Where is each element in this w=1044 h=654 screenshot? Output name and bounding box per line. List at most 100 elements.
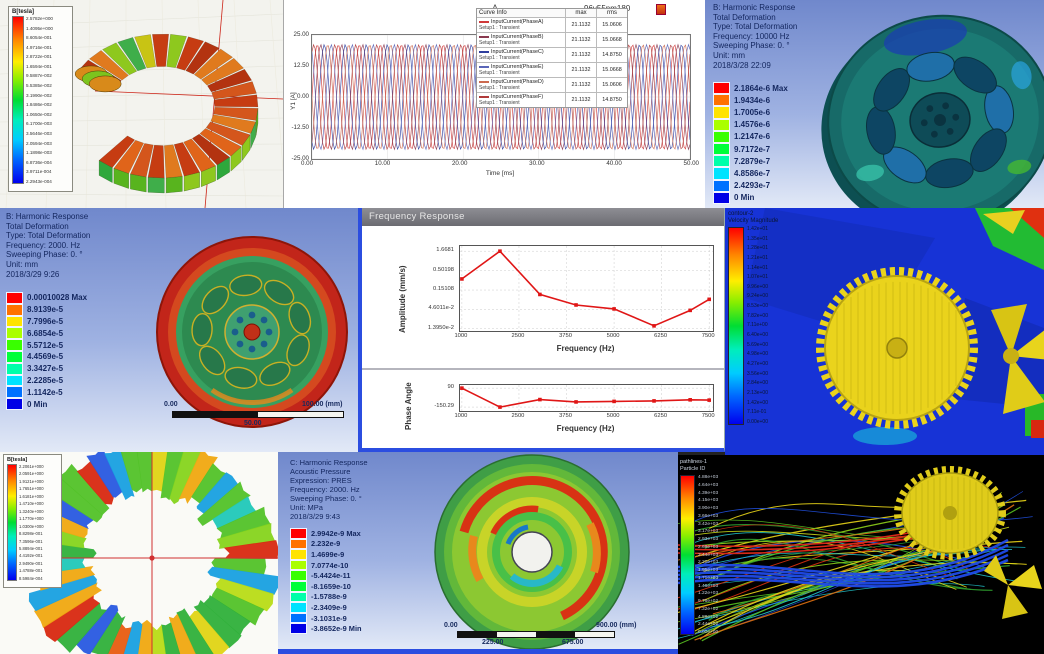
legend-value: 2.9490e-001 [19, 560, 43, 566]
curve-label-cell: InputCurrent(PhaseB) Setup1 : Transient [477, 33, 565, 47]
phase-plot-area[interactable] [459, 384, 714, 412]
flywheel-3d-view[interactable] [705, 0, 1044, 208]
deformation-legend: 0.00010028 Max 8.9139e-5 7.7996e-5 6.685… [6, 292, 87, 410]
y-tick: 90 [447, 384, 454, 391]
window-titlebar[interactable]: Frequency Response [362, 208, 724, 226]
legend-value: 1.46e+03 [698, 583, 719, 589]
legend-value: 3.17e+03 [698, 529, 719, 535]
legend-value: 2.84e+00 [747, 380, 768, 387]
legend-value: 2.69e+03 [698, 544, 719, 550]
curve-label: InputCurrent(PhaseF) [491, 94, 544, 100]
legend-value: 8.8298e-001 [19, 531, 43, 537]
curve-rms: 14.8750 [596, 93, 627, 107]
legend-value: 7.7996e-5 [27, 316, 64, 326]
acoustic-disk-view[interactable] [278, 452, 678, 649]
legend-value: 1.95e+03 [698, 568, 719, 573]
legend-band [6, 292, 23, 304]
curve-color-swatch [479, 95, 489, 98]
legend-value: 0 Min [734, 193, 755, 203]
legend-value: 5.8894e-001 [19, 545, 43, 551]
flywheel-front-3d-view[interactable] [0, 208, 358, 452]
amplitude-x-ticks: 1000 2500 3750 5000 6250 7500 [454, 333, 714, 342]
legend-band [290, 528, 307, 539]
legend-value: 4.88e+03 [698, 475, 719, 480]
x-tick: 5000 [606, 333, 620, 339]
legend-value: 4.64e+03 [698, 482, 719, 488]
info-line: Sweeping Phase: 0. ° [6, 250, 83, 260]
legend-value: 7.82e+00 [747, 312, 768, 319]
legend-value: 5.5712e-5 [27, 340, 64, 350]
legend-value: 1.4699e-9 [311, 549, 345, 559]
legend-value: 1.71e+03 [698, 575, 719, 581]
table-row: InputCurrent(PhaseA) Setup1 : Transient … [477, 17, 627, 32]
legend-value: -5.4424e-11 [311, 571, 351, 581]
legend-value: 9.76e+02 [698, 599, 719, 604]
legend-value: -8.1659e-10 [311, 581, 351, 591]
legend-value: 1.07e+01 [747, 274, 768, 281]
legend-values: 1.42e+01 1.35e+01 1.28e+01 1.21e+01 1.14e+01… [747, 227, 768, 425]
legend-value: -1.5788e-9 [311, 592, 347, 602]
curve-label-cell: InputCurrent(PhaseF) Setup1 : Transient [477, 93, 565, 107]
table-body: InputCurrent(PhaseA) Setup1 : Transient … [477, 17, 627, 107]
curve-rms: 15.0668 [596, 63, 627, 77]
x-tick: 1000 [454, 413, 468, 419]
legend-band [290, 580, 307, 592]
legend-value: 4.15e+03 [698, 498, 719, 504]
color-scale-bar [680, 475, 695, 635]
legend-value: 1.7005e-6 [734, 107, 771, 117]
legend-value: 1.7651e+000 [19, 486, 44, 492]
legend-row: 8.9139e-5 [6, 303, 87, 316]
legend-band [6, 398, 23, 410]
legend-row: 1.4699e-9 [290, 549, 362, 560]
curve-label-cell: InputCurrent(PhaseA) Setup1 : Transient [477, 18, 565, 32]
streamlines-view[interactable] [678, 455, 1044, 654]
harmonic-response-10000-viewport[interactable]: B: Harmonic Response Total Deformation Typ… [705, 0, 1044, 208]
legend-band [290, 559, 307, 571]
velocity-contour-view[interactable] [725, 208, 1044, 455]
legend-value: 4.4192e-001 [19, 553, 43, 559]
legend-row: 0 Min [6, 398, 87, 410]
legend-value: 1.6594e-001 [26, 63, 52, 69]
pathlines-viewport[interactable]: pathlines-1 Particle ID 4.88e+03 4.64e+03… [678, 455, 1044, 654]
cfd-contour-viewport[interactable]: contour-2 Velocity Magnitude 1.42e+01 1.3… [725, 208, 1044, 455]
legend-value: 1.22e+03 [698, 591, 719, 597]
frequency-axis-label-top: Frequency (Hz) [556, 344, 615, 353]
legend-band [713, 142, 730, 156]
motor-segment-3d-view[interactable] [0, 0, 283, 208]
legend-value: 4.27e+00 [747, 360, 768, 367]
legend-value: 2.5782e+000 [26, 16, 53, 21]
x-tick: 10.00 [374, 160, 391, 167]
particle-id-legend: pathlines-1 Particle ID 4.88e+03 4.64e+03… [680, 459, 718, 635]
curve-rms: 15.0606 [596, 78, 627, 92]
amplitude-plot-area[interactable] [459, 245, 714, 332]
curve-max: 21.1132 [565, 18, 596, 32]
ruler-end: 900.00 (mm) [596, 622, 637, 629]
table-row: InputCurrent(PhaseC) Setup1 : Transient … [477, 47, 627, 62]
xy-plot-window: A 96v55nm180 Y1 [A] 25.0012.500.00-12.50… [283, 0, 706, 208]
legend-value: 1.0650e-002 [26, 111, 52, 117]
legend-value: 0.00e+00 [698, 630, 719, 635]
acoustic-pressure-viewport[interactable]: C: Harmonic Response Acoustic Pressure Exp… [278, 452, 678, 654]
info-line: 2018/3/29 9:43 [290, 512, 341, 521]
legend-value: 4.88e+02 [698, 614, 719, 620]
info-line: Total Deformation [713, 12, 776, 22]
legend-row: -2.3409e-9 [290, 602, 362, 613]
harmonic-response-2000-viewport[interactable]: B: Harmonic Response Total Deformation Typ… [0, 208, 358, 452]
legend-band [6, 386, 23, 399]
legend-value: 3.5646e-003 [26, 130, 52, 136]
header-max: max [565, 9, 596, 17]
maxwell-motor-viewport[interactable]: B[tesla] 2.5782e+000 1.4095e+000 8.6054e-0… [0, 0, 283, 208]
curve-color-swatch [479, 65, 489, 68]
info-line: C: Harmonic Response [290, 458, 368, 467]
legend-band [713, 167, 730, 180]
x-tick: 3750 [559, 413, 572, 419]
legend-band [6, 374, 23, 387]
curve-info-table: Curve Info max rms InputCurrent(PhaseA) … [476, 8, 628, 108]
legend-value: 0.00e+00 [747, 418, 768, 425]
maxwell-rotor-viewport[interactable]: B[tesla] 2.2061e+000 2.0591e+000 1.9121e+0… [0, 452, 278, 654]
legend-row: 7.7996e-5 [6, 315, 87, 328]
color-scale-bar [12, 16, 24, 184]
info-line: Acoustic Pressure [290, 467, 351, 476]
legend-value: 3.1990e-002 [26, 92, 52, 98]
y-tick: -12.50 [291, 124, 309, 131]
